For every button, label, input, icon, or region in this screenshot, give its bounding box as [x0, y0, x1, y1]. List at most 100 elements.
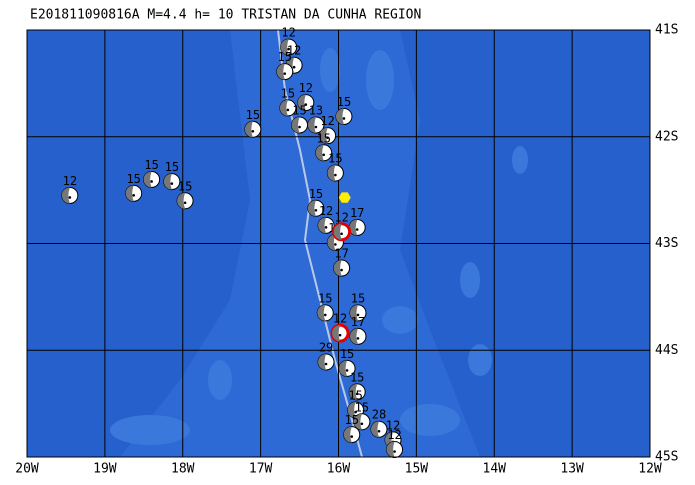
ball-quadrant — [317, 304, 326, 321]
lat-label: 44S — [655, 343, 678, 358]
depth-label: 12 — [287, 44, 301, 58]
depth-label: 15 — [278, 50, 292, 64]
ball-quadrant — [343, 426, 352, 443]
ball-center — [304, 103, 308, 106]
depth-label: 15 — [246, 108, 260, 122]
ball-center — [355, 228, 359, 231]
ball-quadrant — [347, 402, 356, 419]
ball-center — [360, 422, 364, 426]
lon-label: 16W — [327, 462, 351, 477]
lat-label: 41S — [655, 23, 678, 38]
beachball — [370, 420, 388, 438]
beachball — [348, 383, 366, 401]
beachball — [343, 426, 361, 444]
lat-label: 42S — [655, 129, 678, 144]
ball-center — [356, 337, 360, 340]
depth-label: 12 — [334, 210, 348, 224]
title: E201811090816A M=4.4 h= 10 TRISTAN DA CU… — [30, 8, 421, 23]
ball-quadrant — [163, 173, 172, 190]
beachball — [163, 173, 181, 191]
depth-label: 12 — [281, 26, 295, 40]
depth-label: 17 — [351, 315, 365, 329]
depth-label: 12 — [387, 428, 401, 442]
beachball — [297, 94, 315, 112]
beachball — [386, 441, 404, 459]
ball-center — [324, 362, 328, 366]
ball-center — [356, 313, 360, 317]
ball-quadrant — [333, 260, 342, 277]
depth-label: 12 — [320, 114, 334, 128]
ball-center — [287, 47, 290, 51]
depth-label: 15 — [340, 347, 354, 361]
depth-label: 12 — [386, 418, 400, 432]
ball-center — [314, 125, 318, 129]
beachball — [143, 170, 161, 188]
beachball — [317, 216, 335, 234]
ball-quadrant — [143, 171, 152, 188]
ball-quadrant — [349, 304, 358, 321]
depth-label: 12 — [333, 312, 347, 326]
ball-quadrant — [327, 165, 336, 182]
ball-quadrant — [276, 63, 285, 80]
ball-center — [322, 153, 326, 157]
depth-label: 28 — [372, 408, 386, 422]
depth-label: 15 — [318, 291, 332, 305]
beachball — [349, 304, 367, 322]
ball-center — [324, 226, 328, 229]
ball-center — [338, 333, 342, 337]
ball-quadrant — [318, 217, 327, 234]
beachball — [338, 359, 356, 377]
depth-label: 12 — [319, 204, 333, 218]
ball-quadrant — [307, 117, 316, 134]
beachball — [307, 116, 325, 134]
beachball — [291, 116, 309, 134]
lon-label: 13W — [560, 462, 584, 477]
depth-label: 12 — [299, 81, 313, 95]
depth-label: 15 — [309, 187, 323, 201]
ball-quadrant — [349, 383, 358, 400]
ball-center — [68, 196, 72, 199]
ball-center — [286, 108, 290, 112]
lon-label: 15W — [405, 462, 429, 477]
depth-label: 13 — [309, 104, 323, 118]
ball-center — [354, 410, 357, 414]
depth-label: 15 — [355, 400, 369, 414]
beachball — [326, 164, 344, 182]
ball-quadrant — [332, 325, 341, 342]
beachball — [244, 120, 262, 138]
beachball — [315, 144, 333, 162]
lon-label: 20W — [15, 462, 39, 477]
depth-label: 15 — [178, 179, 192, 193]
depth-label: 15 — [126, 172, 140, 186]
beachball — [276, 63, 294, 81]
depth-label: 15 — [350, 370, 364, 384]
ball-center — [170, 182, 174, 185]
ball-center — [334, 243, 337, 246]
beachball — [353, 413, 371, 431]
ball-center — [377, 429, 381, 433]
beachball — [317, 353, 335, 371]
depth-label: 17 — [350, 206, 364, 220]
beachball — [349, 327, 367, 345]
ball-quadrant — [327, 234, 336, 251]
ball-quadrant — [318, 353, 327, 370]
ball-quadrant — [177, 192, 186, 209]
depth-label: 15 — [348, 389, 362, 403]
ball-center — [323, 313, 327, 317]
beachball — [316, 304, 334, 322]
ball-quadrant — [319, 127, 328, 144]
beachball — [280, 38, 298, 56]
depth-label: 15 — [281, 86, 295, 100]
depth-label: 29 — [319, 340, 333, 354]
ball-center — [183, 201, 187, 205]
lon-label: 18W — [171, 462, 195, 477]
depth-label: 15 — [351, 291, 365, 305]
beachball — [125, 184, 143, 202]
depth-label: 15 — [144, 158, 158, 172]
ball-quadrant — [335, 108, 344, 125]
beachball — [348, 218, 366, 236]
beachball — [330, 323, 350, 343]
beachball — [319, 127, 337, 145]
beachball — [307, 199, 325, 217]
beachball — [279, 99, 297, 117]
